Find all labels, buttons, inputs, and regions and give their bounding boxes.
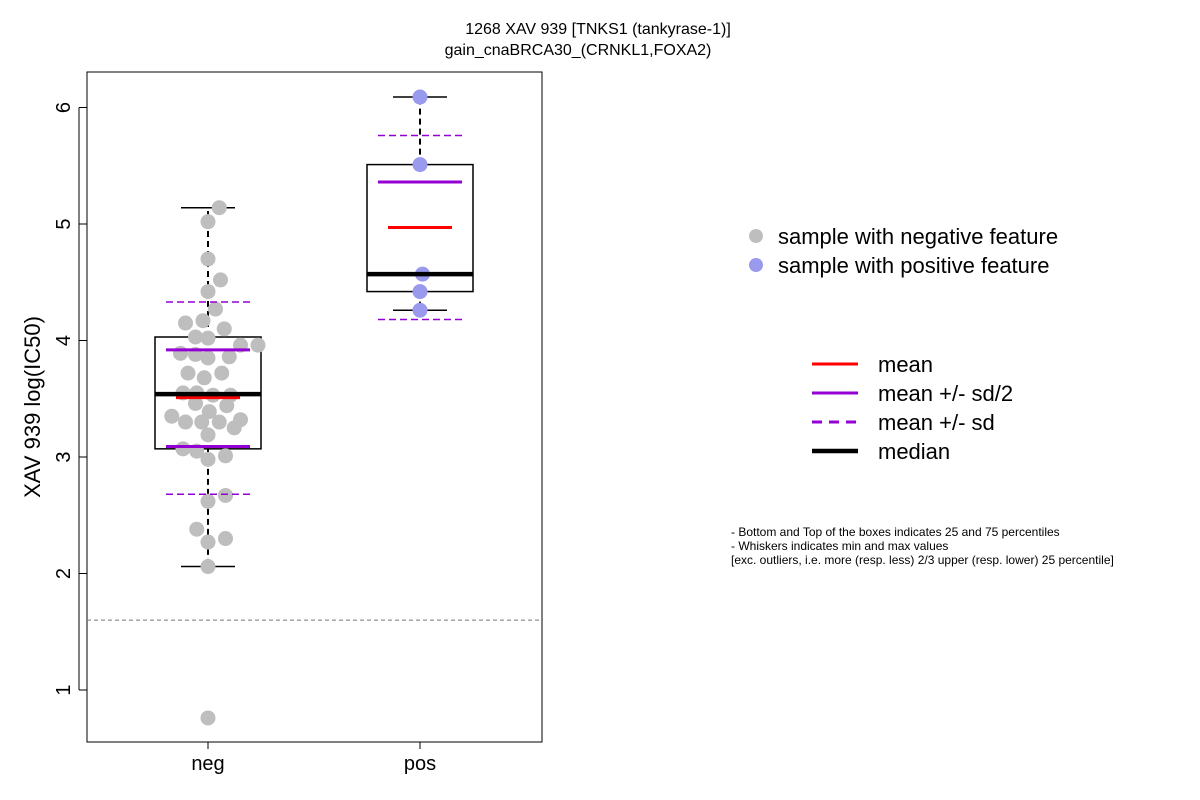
data-point-neg <box>200 534 216 550</box>
data-point-neg <box>218 531 233 547</box>
data-point-neg <box>200 710 216 726</box>
data-point-neg <box>208 301 223 317</box>
data-point-pos <box>412 302 428 318</box>
plot-area: 1 2 3 4 5 6 neg pos <box>53 71 543 775</box>
data-point-neg <box>200 493 216 509</box>
footnote-line: - Bottom and Top of the boxes indicates … <box>731 525 1060 539</box>
data-point-neg <box>189 521 205 537</box>
data-point-neg <box>188 395 203 411</box>
data-point-neg <box>218 448 233 464</box>
data-point-neg <box>219 398 235 414</box>
legend-marker <box>749 258 763 272</box>
legend-line-label: median <box>878 439 950 464</box>
legend-label: sample with negative feature <box>778 224 1058 249</box>
y-tick-label: 6 <box>53 102 75 113</box>
chart-title-line-2: gain_cnaBRCA30_(CRNKL1,FOXA2) <box>445 42 712 59</box>
data-point-neg <box>213 272 228 288</box>
data-point-neg <box>221 349 237 365</box>
data-point-neg <box>200 251 216 267</box>
y-tick-label: 3 <box>53 451 75 462</box>
y-tick-label: 1 <box>53 684 75 695</box>
legend-label: sample with positive feature <box>778 253 1049 278</box>
data-point-neg <box>200 559 216 575</box>
data-point-neg <box>216 321 232 337</box>
legend-line-label: mean <box>878 352 933 377</box>
data-point-neg <box>180 365 196 381</box>
y-axis-label: XAV 939 log(IC50) <box>20 316 45 498</box>
data-point-neg <box>218 487 233 503</box>
legend: sample with negative feature sample with … <box>749 224 1058 464</box>
data-point-neg <box>195 313 211 329</box>
data-point-neg <box>233 412 248 428</box>
legend-line-label: mean +/- sd <box>878 410 995 435</box>
data-point-neg <box>200 214 216 230</box>
footnote-line: - Whiskers indicates min and max values <box>731 539 948 553</box>
data-point-neg <box>178 315 193 331</box>
data-point-neg <box>178 414 193 430</box>
data-point-neg <box>200 350 216 366</box>
data-point-pos <box>412 89 428 105</box>
data-point-neg <box>175 441 191 457</box>
data-point-neg <box>214 365 230 381</box>
data-point-neg <box>188 329 203 345</box>
data-point-pos <box>412 157 428 173</box>
y-tick-label: 4 <box>53 335 75 346</box>
data-point-neg <box>250 337 266 353</box>
data-point-neg <box>211 200 227 216</box>
data-point-neg <box>200 427 216 443</box>
data-point-neg <box>164 408 180 424</box>
y-tick-label: 2 <box>53 568 75 579</box>
data-point-neg <box>211 414 227 430</box>
footnote-line: [exc. outliers, i.e. more (resp. less) 2… <box>731 553 1114 567</box>
y-tick-label: 5 <box>53 218 75 229</box>
data-point-neg <box>200 284 216 300</box>
data-point-pos <box>412 284 428 300</box>
x-tick-label-neg: neg <box>191 753 224 775</box>
data-point-neg <box>196 370 212 386</box>
data-point-neg <box>173 345 188 361</box>
data-point-neg <box>194 414 210 430</box>
x-tick-label-pos: pos <box>404 753 436 775</box>
legend-marker <box>749 229 763 243</box>
data-point-neg <box>200 451 216 467</box>
data-point-neg <box>200 330 216 346</box>
legend-line-label: mean +/- sd/2 <box>878 381 1013 406</box>
chart-title-line-1: 1268 XAV 939 [TNKS1 (tankyrase-1)] <box>465 21 731 38</box>
data-point-neg <box>201 404 217 420</box>
notes: - Bottom and Top of the boxes indicates … <box>731 525 1114 567</box>
